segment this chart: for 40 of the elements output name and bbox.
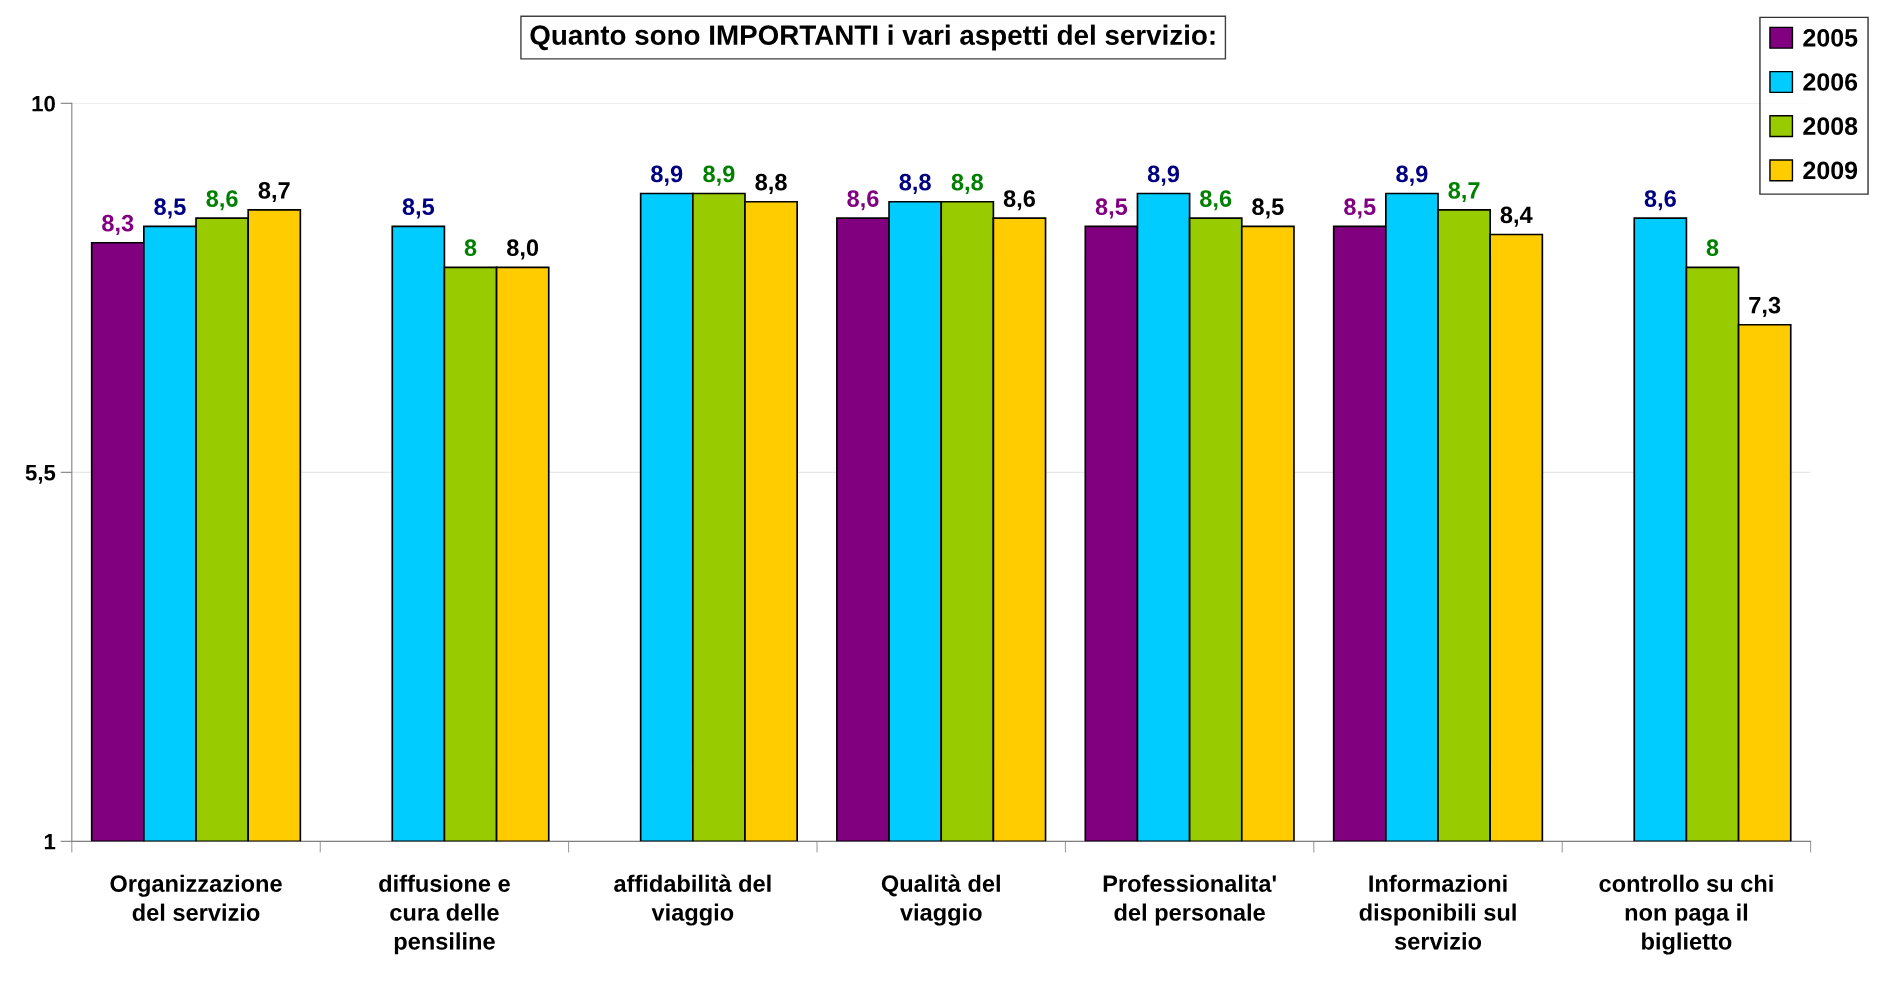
data-label: 8,6 [847, 190, 879, 211]
y-tick-label: 5,5 [25, 465, 56, 484]
data-label: 8,5 [1252, 198, 1284, 219]
data-label: 8,8 [899, 173, 931, 194]
legend-label: 2005 [1803, 28, 1858, 47]
data-label: 8,0 [507, 239, 539, 260]
data-label: 8,8 [951, 173, 983, 194]
data-label: 8,8 [755, 173, 787, 194]
x-tick-label: controllo su chi non paga il biglietto [1599, 874, 1773, 955]
data-label: 8,6 [1200, 190, 1232, 211]
data-label: 8,9 [1147, 165, 1180, 186]
x-tick-label: Informazioni disponibili sul servizio [1359, 874, 1516, 950]
x-tick-label: Professionalita' del personale [1103, 874, 1276, 926]
legend-label: 2009 [1803, 161, 1858, 180]
data-label: 8,5 [402, 198, 435, 219]
data-label: 8 [464, 239, 477, 257]
data-label: 8 [1706, 239, 1719, 257]
data-label: 8,9 [651, 165, 683, 186]
data-label: 7,3 [1749, 296, 1781, 317]
legend-label: 2008 [1803, 117, 1858, 136]
data-label: 8,3 [102, 214, 134, 235]
data-label: 8,5 [154, 198, 186, 219]
y-tick-label: 10 [32, 95, 55, 112]
y-tick-label: 1 [44, 834, 56, 850]
data-label: 8,4 [1500, 206, 1533, 227]
data-label: 8,7 [258, 181, 290, 203]
data-label: 8,9 [1396, 165, 1428, 186]
x-tick-label: diffusione e cura delle pensiline [379, 874, 510, 955]
x-tick-label: affidabilità del viaggio [614, 874, 771, 926]
chart-title: Quanto sono IMPORTANTI i vari aspetti del servizio: [530, 24, 1215, 51]
legend-label: 2006 [1803, 73, 1858, 91]
data-label: 8,6 [206, 190, 238, 211]
data-label: 8,5 [1344, 198, 1376, 219]
data-label: 8,6 [1003, 190, 1036, 211]
data-label: 8,9 [703, 165, 735, 186]
data-label: 8,7 [1448, 181, 1480, 203]
data-label: 8,6 [1644, 190, 1676, 211]
x-tick-label: Qualità del viaggio [881, 874, 1000, 926]
x-tick-label: Organizzazione del servizio [110, 874, 282, 921]
data-label: 8,5 [1095, 198, 1128, 219]
